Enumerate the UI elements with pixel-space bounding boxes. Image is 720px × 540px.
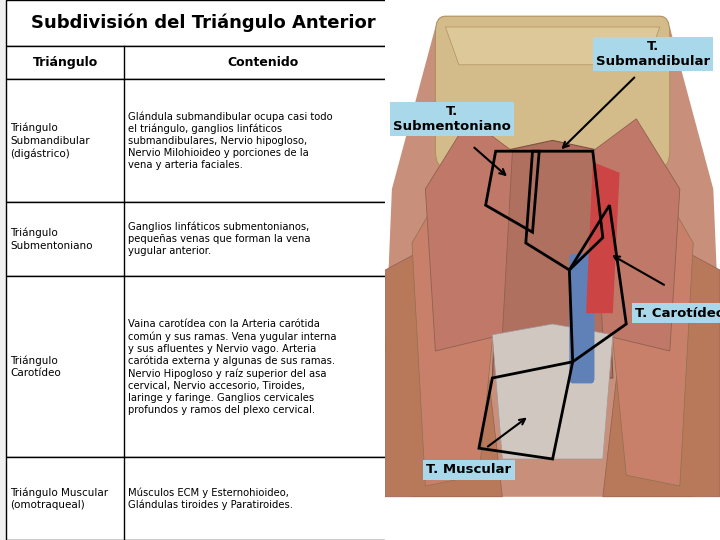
- Text: Glándula submandibular ocupa casi todo
el triángulo, ganglios linfáticos
submand: Glándula submandibular ocupa casi todo e…: [127, 111, 333, 170]
- Text: Ganglios linfáticos submentonianos,
pequeñas venas que forman la vena
yugular an: Ganglios linfáticos submentonianos, pequ…: [127, 222, 310, 256]
- Text: T.
Submentoniano: T. Submentoniano: [393, 105, 511, 133]
- Polygon shape: [492, 324, 613, 459]
- Bar: [6, 202, 401, 276]
- Text: T.
Submandibular: T. Submandibular: [596, 40, 710, 68]
- Bar: [6, 46, 401, 79]
- Bar: [6, 457, 401, 540]
- Polygon shape: [492, 140, 613, 378]
- Text: Vaina carotídea con la Arteria carótida
común y sus ramas. Vena yugular interna
: Vaina carotídea con la Arteria carótida …: [127, 319, 336, 415]
- FancyBboxPatch shape: [570, 254, 595, 383]
- Text: Triángulo Muscular
(omotraqueal): Triángulo Muscular (omotraqueal): [10, 487, 108, 510]
- Polygon shape: [426, 119, 513, 351]
- Text: Subdivisión del Triángulo Anterior: Subdivisión del Triángulo Anterior: [31, 14, 376, 32]
- Text: T. Carotídeo: T. Carotídeo: [635, 307, 720, 320]
- Polygon shape: [385, 27, 720, 497]
- Text: Contenido: Contenido: [227, 56, 298, 69]
- Bar: [6, 79, 401, 202]
- Text: Triángulo
Submentoniano: Triángulo Submentoniano: [10, 228, 93, 251]
- Text: Triángulo
Submandibular
(digástrico): Triángulo Submandibular (digástrico): [10, 123, 90, 159]
- Polygon shape: [446, 27, 660, 65]
- Bar: [6, 276, 401, 457]
- Polygon shape: [593, 119, 680, 351]
- Text: Triángulo: Triángulo: [32, 56, 98, 69]
- Bar: [6, 0, 401, 46]
- Text: Músculos ECM y Esternohioideo,
Glándulas tiroides y Paratiroides.: Músculos ECM y Esternohioideo, Glándulas…: [127, 487, 293, 510]
- Polygon shape: [586, 162, 619, 313]
- Polygon shape: [412, 162, 505, 486]
- Polygon shape: [603, 243, 720, 497]
- Text: Triángulo
Carotídeo: Triángulo Carotídeo: [10, 355, 61, 379]
- Polygon shape: [600, 162, 693, 486]
- Polygon shape: [385, 243, 503, 497]
- Text: T. Muscular: T. Muscular: [426, 463, 511, 476]
- FancyBboxPatch shape: [436, 16, 670, 167]
